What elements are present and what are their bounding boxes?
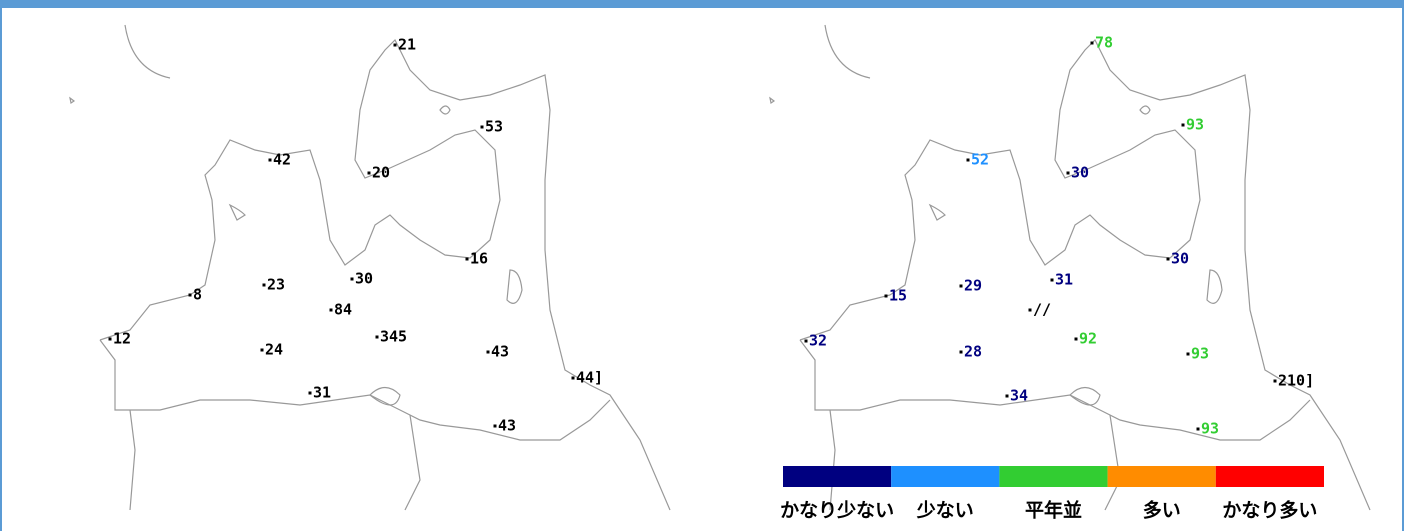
legend: かなり少ない 少ない 平年並 多い かなり多い [780,466,1324,522]
station-value: 93 [1186,116,1204,134]
top-bar [0,0,1404,7]
station-value: 16 [470,250,488,268]
station-value: 29 [964,277,982,295]
station-value: 21 [398,36,416,54]
station-value: 20 [372,164,390,182]
station-dot [367,171,371,175]
station-value: 31 [1055,271,1073,289]
station-dot [480,125,484,129]
station-dot [262,283,266,287]
station-value: 44] [576,369,603,387]
station-dot [1196,427,1200,431]
station-dot [1090,41,1094,45]
station-dot [375,335,379,339]
legend-swatch [1215,466,1324,487]
station-value: 30 [1171,250,1189,268]
station-value: 93 [1201,420,1219,438]
station-dot [108,337,112,341]
station-dot [1273,379,1277,383]
station-value: 30 [355,270,373,288]
station-value: 31 [313,384,331,402]
right-coastline [769,24,1371,511]
station-dot [1181,123,1185,127]
station-value: 84 [334,301,352,319]
station-value: 23 [267,276,285,294]
station-dot [966,158,970,162]
station-dot [571,376,575,380]
station-value: 52 [971,151,989,169]
station-value: // [1033,301,1051,319]
station-dot [260,348,264,352]
legend-label: 平年並 [1025,499,1082,522]
station-dot [1186,352,1190,356]
legend-swatch [783,466,892,487]
station-value: 8 [193,286,202,304]
station-dot [308,391,312,395]
station-dot [804,339,808,343]
station-value: 92 [1079,330,1097,348]
station-value: 42 [273,151,291,169]
frame [0,6,1404,531]
station-value: 12 [113,330,131,348]
station-dot [1066,171,1070,175]
station-dot [1074,337,1078,341]
station-value: 43 [498,417,516,435]
station-dot [350,277,354,281]
station-value: 28 [964,343,982,361]
legend-swatch [1107,466,1216,487]
legend-swatch [999,466,1108,487]
station-dot [959,284,963,288]
station-value: 15 [889,287,907,305]
station-dot [1028,308,1032,312]
legend-label: かなり少ない [780,500,894,522]
station-dot [486,350,490,354]
station-dot [465,257,469,261]
station-dot [329,308,333,312]
station-value: 78 [1095,34,1113,52]
legend-label: かなり多い [1222,499,1317,522]
station-value: 24 [265,341,283,359]
station-dot [268,158,272,162]
stations: 21 53 42 20 16 30 23 8 84 345 12 24 43 44] 31 43 78 93 52 3… [108,34,1314,438]
left-coastline [69,24,671,511]
station-dot [1005,394,1009,398]
station-dot [959,350,963,354]
station-dot [188,293,192,297]
station-value: 32 [809,332,827,350]
legend-swatch [891,466,1000,487]
legend-label: 少ない [916,500,974,522]
station-dot [493,424,497,428]
station-value: 210] [1278,372,1314,390]
station-value: 43 [491,343,509,361]
station-dot [1166,257,1170,261]
station-dot [884,294,888,298]
station-value: 345 [380,328,407,346]
station-value: 53 [485,118,503,136]
legend-label: 多い [1143,499,1181,522]
station-value: 93 [1191,345,1209,363]
station-value: 34 [1010,387,1028,405]
station-dot [1050,278,1054,282]
station-dot [393,43,397,47]
station-value: 30 [1071,164,1089,182]
